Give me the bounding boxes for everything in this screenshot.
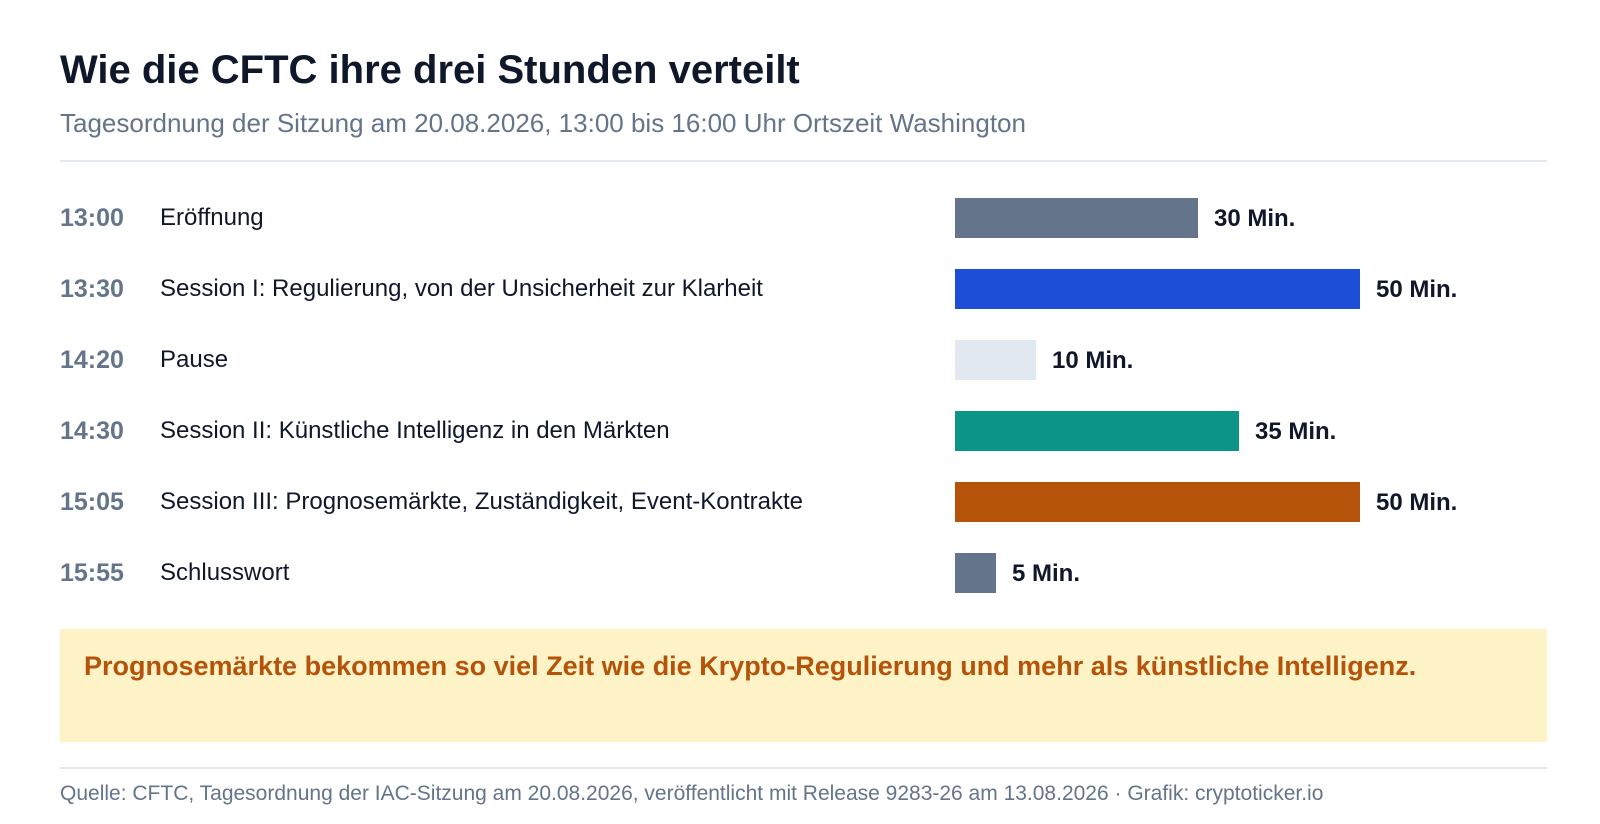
agenda-time: 13:00 [60, 204, 124, 232]
duration-bar [955, 553, 996, 593]
agenda-row: 15:55 Schlusswort 5 Min. [0, 553, 1600, 593]
agenda-row: 15:05 Session III: Prognosemärkte, Zustän… [0, 482, 1600, 522]
top-divider [60, 160, 1547, 162]
agenda-time: 15:55 [60, 559, 124, 587]
agenda-label: Eröffnung [160, 204, 264, 231]
source-note: Quelle: CFTC, Tagesordnung der IAC-Sitzu… [60, 782, 1324, 805]
duration-value-label: 50 Min. [1376, 276, 1458, 303]
agenda-label: Pause [160, 346, 229, 373]
agenda-label: Session III: Prognosemärkte, Zuständigke… [160, 488, 803, 515]
duration-value-label: 5 Min. [1012, 560, 1081, 587]
duration-value-label: 35 Min. [1255, 418, 1337, 445]
agenda-row: 13:30 Session I: Regulierung, von der Uns… [0, 269, 1600, 309]
bottom-divider [60, 767, 1547, 769]
duration-value-label: 30 Min. [1214, 205, 1296, 232]
agenda-time: 15:05 [60, 488, 124, 516]
chart-subtitle: Tagesordnung der Sitzung am 20.08.2026, … [60, 108, 1026, 138]
agenda-row: 13:00 Eröffnung 30 Min. [0, 198, 1600, 238]
agenda-row: 14:30 Session II: Künstliche Intelligenz … [0, 411, 1600, 451]
duration-value-label: 50 Min. [1376, 489, 1458, 516]
agenda-label: Session II: Künstliche Intelligenz in de… [160, 417, 670, 444]
duration-bar [955, 411, 1239, 451]
duration-bar [955, 269, 1360, 309]
agenda-time: 13:30 [60, 275, 124, 303]
duration-bar [955, 482, 1360, 522]
chart-title: Wie die CFTC ihre drei Stunden verteilt [60, 48, 800, 92]
duration-bar [955, 198, 1198, 238]
agenda-label: Schlusswort [160, 559, 290, 586]
agenda-time: 14:30 [60, 417, 124, 445]
duration-value-label: 10 Min. [1052, 347, 1134, 374]
agenda-row: 14:20 Pause 10 Min. [0, 340, 1600, 380]
duration-bar [955, 340, 1036, 380]
agenda-time: 14:20 [60, 346, 124, 374]
highlight-callout: Prognosemärkte bekommen so viel Zeit wie… [60, 629, 1547, 742]
callout-text: Prognosemärkte bekommen so viel Zeit wie… [84, 651, 1417, 681]
agenda-label: Session I: Regulierung, von der Unsicher… [160, 275, 763, 302]
